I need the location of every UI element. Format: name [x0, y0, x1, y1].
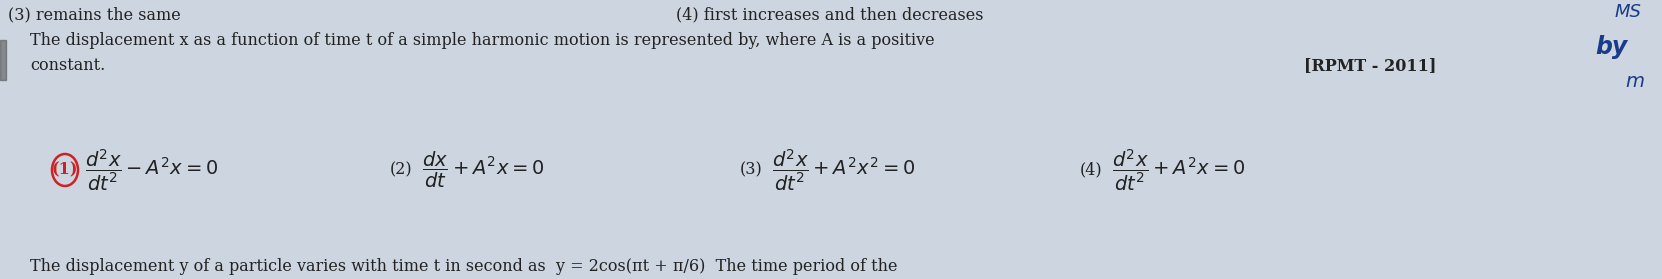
Text: [RPMT - 2011]: [RPMT - 2011]: [1303, 57, 1436, 74]
Text: $\dfrac{d^2x}{dt^2} + A^2x^2 = 0$: $\dfrac{d^2x}{dt^2} + A^2x^2 = 0$: [773, 147, 916, 193]
Text: The displacement x as a function of time t of a simple harmonic motion is repres: The displacement x as a function of time…: [30, 32, 934, 49]
Text: m: m: [1625, 72, 1644, 91]
Text: (1): (1): [52, 162, 78, 179]
Text: $\dfrac{dx}{dt} + A^2x = 0$: $\dfrac{dx}{dt} + A^2x = 0$: [422, 150, 545, 190]
Text: (4): (4): [1080, 162, 1102, 179]
Text: (3): (3): [740, 162, 763, 179]
Text: The displacement y of a particle varies with time t in second as  y = 2cos(πt + : The displacement y of a particle varies …: [30, 258, 897, 275]
Text: MS: MS: [1615, 3, 1642, 21]
Text: constant.: constant.: [30, 57, 105, 74]
Text: $\dfrac{d^2x}{dt^2} - A^2x = 0$: $\dfrac{d^2x}{dt^2} - A^2x = 0$: [85, 147, 218, 193]
Text: (4) first increases and then decreases: (4) first increases and then decreases: [676, 6, 984, 23]
Text: $\dfrac{d^2x}{dt^2} + A^2x = 0$: $\dfrac{d^2x}{dt^2} + A^2x = 0$: [1112, 147, 1245, 193]
Text: by: by: [1596, 35, 1627, 59]
Text: (3) remains the same: (3) remains the same: [8, 6, 181, 23]
Text: (2): (2): [391, 162, 412, 179]
